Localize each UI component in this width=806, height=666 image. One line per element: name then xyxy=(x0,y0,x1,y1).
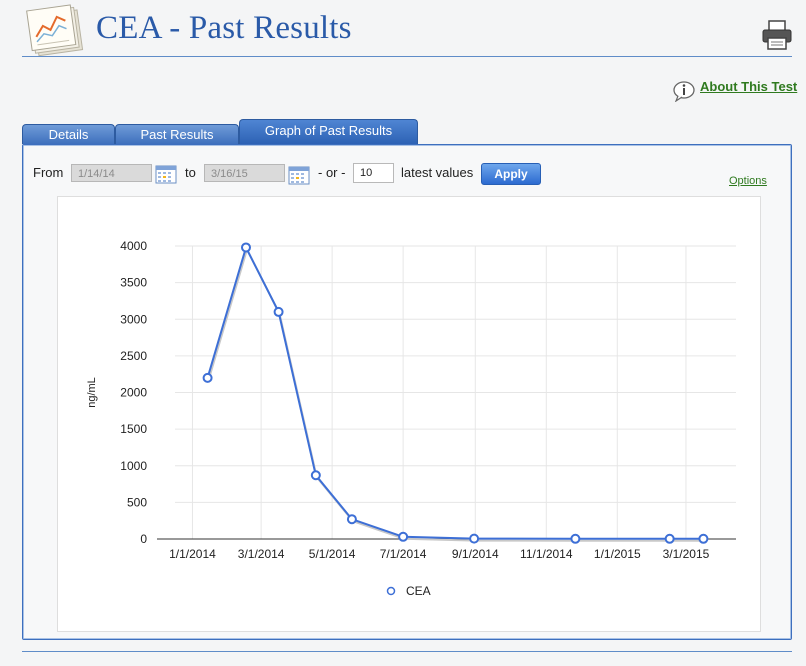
or-label: - or - xyxy=(318,165,346,180)
apply-button[interactable]: Apply xyxy=(481,163,541,185)
data-point xyxy=(698,533,709,544)
from-label: From xyxy=(33,165,64,180)
y-axis-label: ng/mL xyxy=(86,377,98,408)
printer-icon[interactable] xyxy=(760,18,794,52)
y-tick-label: 3500 xyxy=(120,276,147,290)
calendar-icon[interactable] xyxy=(155,164,177,184)
data-point xyxy=(202,372,213,383)
y-tick-label: 2000 xyxy=(120,386,147,400)
options-link[interactable]: Options xyxy=(729,175,767,187)
data-point xyxy=(570,533,581,544)
y-tick-label: 4000 xyxy=(120,239,147,253)
tab-past-results[interactable]: Past Results xyxy=(115,124,239,144)
info-bubble-icon xyxy=(673,81,695,102)
y-tick-label: 0 xyxy=(140,532,147,546)
x-tick-label: 3/1/2015 xyxy=(663,547,710,561)
y-tick-label: 1500 xyxy=(120,422,147,436)
x-tick-label: 1/1/2014 xyxy=(169,547,216,561)
data-point xyxy=(310,470,321,481)
latest-values-label: latest values xyxy=(401,165,474,180)
data-point xyxy=(398,531,409,542)
y-tick-label: 3000 xyxy=(120,312,147,326)
header-divider xyxy=(22,56,792,57)
data-point xyxy=(469,533,480,544)
legend-label: CEA xyxy=(406,584,431,598)
y-tick-label: 2500 xyxy=(120,349,147,363)
x-tick-label: 7/1/2014 xyxy=(380,547,427,561)
chart-container: 0 500 1000 1500 2000 2500 3000 3500 4000 1/1/2014… xyxy=(57,196,761,632)
legend-marker xyxy=(386,586,396,596)
cea-line-chart: 0 500 1000 1500 2000 2500 3000 3500 4000 1/1/2014… xyxy=(86,239,736,598)
x-tick-label: 11/1/2014 xyxy=(520,547,573,561)
from-date-input[interactable]: 1/14/14 xyxy=(71,164,152,182)
footer-divider xyxy=(22,651,792,652)
series-line-shadow xyxy=(207,246,705,542)
document-chart-icon xyxy=(26,4,84,57)
x-tick-label: 3/1/2014 xyxy=(238,547,285,561)
x-tick-label: 9/1/2014 xyxy=(452,547,499,561)
x-tick-label: 5/1/2014 xyxy=(309,547,356,561)
tab-graph-of-past-results[interactable]: Graph of Past Results xyxy=(239,119,418,144)
calendar-icon[interactable] xyxy=(288,165,310,185)
data-point xyxy=(273,306,284,317)
data-point xyxy=(664,533,675,544)
page-title: CEA - Past Results xyxy=(96,10,352,46)
series-line-cea xyxy=(206,244,704,540)
y-tick-label: 1000 xyxy=(120,459,147,473)
x-tick-label: 1/1/2015 xyxy=(594,547,641,561)
tab-details[interactable]: Details xyxy=(22,124,115,144)
data-point xyxy=(346,514,357,525)
to-label: to xyxy=(185,165,196,180)
y-tick-label: 500 xyxy=(127,495,147,509)
about-this-test-link[interactable]: About This Test xyxy=(700,79,798,94)
to-date-input[interactable]: 3/16/15 xyxy=(204,164,285,182)
data-point xyxy=(240,242,251,253)
latest-count-input[interactable]: 10 xyxy=(353,163,394,183)
